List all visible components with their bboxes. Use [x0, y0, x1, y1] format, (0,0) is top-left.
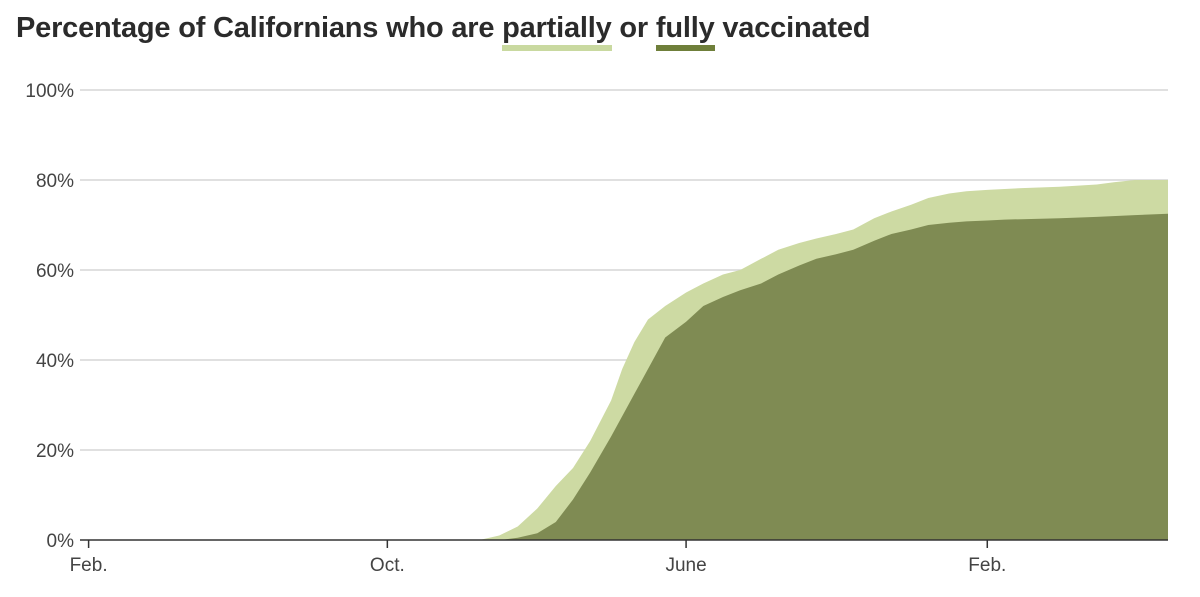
y-tick-label-20: 20% — [36, 441, 74, 462]
x-tick-label-0: Feb. — [70, 555, 108, 576]
title-middle: or — [611, 12, 656, 44]
y-tick-label-100: 100% — [25, 81, 74, 102]
x-tick-label-3: Feb. — [968, 555, 1006, 576]
title-partially-highlight: partially — [502, 12, 612, 51]
series-areas — [80, 180, 1168, 541]
x-tick-label-1: Oct. — [370, 555, 405, 576]
y-tick-label-80: 80% — [36, 171, 74, 192]
area-series-fully — [80, 213, 1168, 541]
title-suffix: vaccinated — [714, 12, 871, 44]
tick-labels: 0% 20% 40% 60% 80% 100% Feb. Oct. June Feb. — [25, 81, 1006, 576]
title-prefix: Percentage of Californians who are — [16, 12, 503, 44]
chart-title: Percentage of Californians who are parti… — [16, 12, 870, 51]
y-tick-label-40: 40% — [36, 351, 74, 372]
axes — [80, 539, 1168, 548]
y-tick-label-0: 0% — [47, 531, 75, 552]
x-tick-label-2: June — [665, 555, 706, 576]
y-tick-label-60: 60% — [36, 261, 74, 282]
title-fully-highlight: fully — [655, 12, 715, 51]
